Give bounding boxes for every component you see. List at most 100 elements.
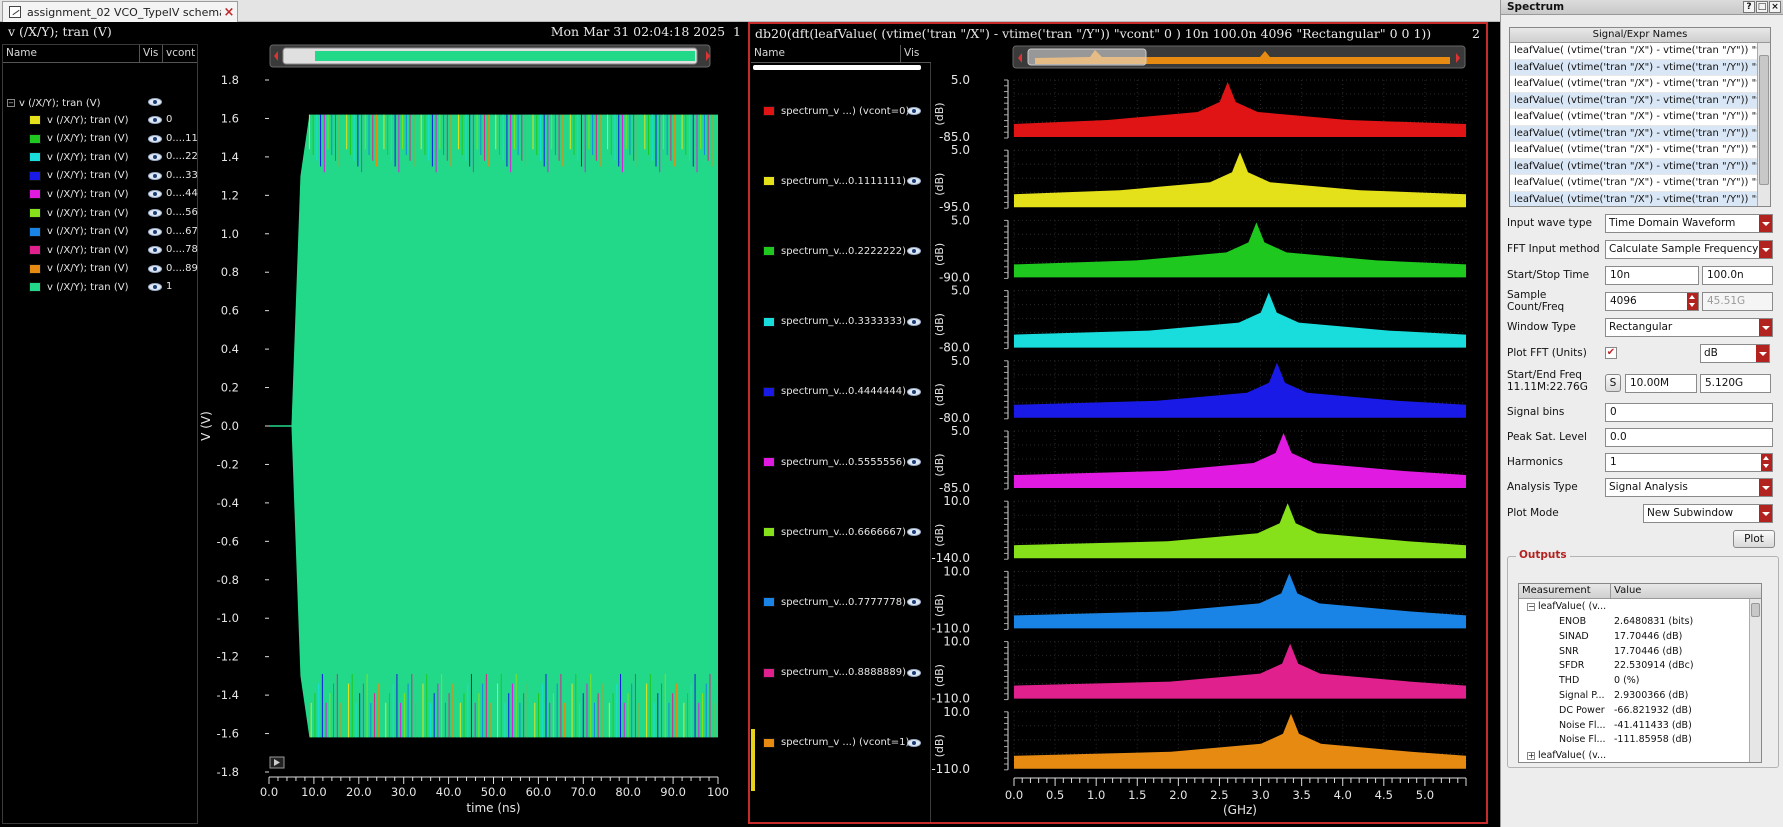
chevron-down-icon[interactable] [1759, 478, 1772, 496]
input-wave-type-select[interactable]: Time Domain Waveform [1605, 213, 1773, 233]
spectrum-strip[interactable]: 5.0 -95.0 (dB) [933, 143, 1467, 214]
spectrum-legend-row[interactable]: spectrum_v...0.4444444) [763, 384, 943, 400]
spectrum-strip[interactable]: 10.0 -140.0 (dB) [931, 494, 1467, 565]
spectrum-series[interactable] [1014, 222, 1466, 278]
fft-input-method-select[interactable]: Calculate Sample Frequency [1605, 239, 1773, 259]
signal-expr-list[interactable]: Signal/Expr Names leafValue( (vtime('tra… [1509, 27, 1771, 207]
eye-icon[interactable] [148, 98, 162, 106]
spectrum-series[interactable] [1014, 503, 1466, 559]
help-icon[interactable]: ? [1743, 1, 1755, 13]
output-measurement-row[interactable]: Noise Fl... -111.85958 (dB) [1519, 733, 1692, 748]
output-measurement-row[interactable]: Noise Fl... -41.411433 (dB) [1519, 719, 1692, 734]
end-freq-field[interactable]: 5.120G [1700, 374, 1771, 393]
spectrum-strip[interactable]: 10.0 -110.0 (dB) [931, 705, 1467, 776]
spectrum-strip[interactable]: 5.0 -85.0 (dB) [933, 424, 1467, 495]
signal-expr-item[interactable]: leafValue( (vtime('tran "/X") - vtime('t… [1510, 43, 1770, 60]
output-measurement-row[interactable]: ENOB 2.6480831 (bits) [1519, 615, 1693, 630]
chevron-down-icon[interactable] [1759, 240, 1772, 258]
plot-mode-select[interactable]: New Subwindow [1643, 503, 1773, 523]
scroll-right-arrow[interactable] [706, 51, 710, 61]
float-icon[interactable]: □ [1756, 1, 1768, 13]
scroll-right-arrow[interactable] [1456, 53, 1460, 63]
scroll-thumb[interactable] [1751, 603, 1760, 617]
spectrum-legend-row[interactable]: spectrum_v...0.3333333) [763, 314, 943, 330]
waveform-series[interactable] [269, 114, 718, 738]
eye-icon[interactable] [148, 209, 162, 217]
spectrum-series[interactable] [1014, 152, 1466, 208]
spectrum-plot[interactable]: 5.0-85.0(dB) 5.0-95.0(dB)5.0-90.0(dB) 5.0-… [750, 24, 1490, 826]
legend-trace-row[interactable]: v (/X/Y); tran (V) [29, 224, 128, 240]
signal-expr-item[interactable]: leafValue( (vtime('tran "/X") - vtime('t… [1510, 191, 1770, 206]
scroll-left-arrow[interactable] [1018, 53, 1022, 63]
legend-trace-row[interactable]: v (/X/Y); tran (V) [29, 261, 128, 277]
outputs-group-row-2[interactable]: + leafValue( (v... [1519, 749, 1606, 762]
start-freq-field[interactable]: 10.00M [1625, 374, 1697, 393]
spectrum-legend-row[interactable]: spectrum_v...0.1111111) [763, 173, 943, 189]
spectrum-series[interactable] [1014, 713, 1466, 769]
spin-icon[interactable] [1761, 453, 1772, 471]
scroll-left-arrow[interactable] [274, 51, 278, 61]
scroll-thumb[interactable] [1759, 55, 1769, 185]
outputs-scrollbar[interactable] [1749, 599, 1761, 762]
x-scroll-thumb[interactable] [1027, 48, 1147, 66]
collapse-icon[interactable]: − [7, 99, 15, 107]
window-type-select[interactable]: Rectangular [1605, 317, 1773, 337]
eye-icon[interactable] [148, 190, 162, 199]
outputs-table[interactable]: Measurement Value − leafValue( (v... ENO… [1518, 583, 1762, 763]
eye-icon[interactable] [907, 528, 921, 537]
eye-icon[interactable] [148, 264, 162, 273]
eye-icon[interactable] [148, 116, 162, 124]
eye-icon[interactable] [148, 134, 162, 143]
spectrum-series[interactable] [1014, 573, 1466, 629]
spectrum-legend-row[interactable]: spectrum_v...0.8888889) [763, 665, 943, 681]
eye-icon[interactable] [148, 227, 162, 236]
signal-expr-item[interactable]: leafValue( (vtime('tran "/X") - vtime('t… [1510, 125, 1770, 142]
spin-icon[interactable] [1687, 292, 1698, 310]
spectrum-strip[interactable]: 10.0 -110.0 (dB) [931, 635, 1467, 706]
spectrum-strip[interactable]: 10.0 -110.0 (dB) [931, 564, 1467, 635]
spectrum-legend-row[interactable]: spectrum_v...0.6666667) [763, 524, 943, 540]
spectrum-series[interactable] [1014, 362, 1466, 418]
signal-list-scrollbar[interactable] [1757, 43, 1770, 206]
peak-sat-field[interactable]: 0.0 [1605, 427, 1773, 447]
legend-trace-row[interactable]: v (/X/Y); tran (V) [29, 112, 128, 128]
legend-trace-row[interactable]: v (/X/Y); tran (V) [29, 186, 128, 202]
eye-icon[interactable] [148, 171, 162, 180]
output-measurement-row[interactable]: SFDR 22.530914 (dBc) [1519, 659, 1694, 674]
subwindow-spectrum[interactable]: db20(dft(leafValue( (vtime('tran "/X") -… [748, 22, 1488, 824]
close-icon[interactable]: × [223, 4, 235, 20]
measurement-header[interactable]: Measurement [1519, 584, 1611, 598]
spectrum-legend-row[interactable]: spectrum_v...0.5555556) [763, 454, 943, 470]
plot-fft-checkbox[interactable]: ✔ [1605, 347, 1617, 359]
close-icon[interactable]: × [1769, 1, 1781, 13]
legend-trace-row[interactable]: v (/X/Y); tran (V) [29, 149, 128, 165]
spectrum-strip[interactable]: 5.0 -90.0 (dB) [933, 213, 1467, 284]
eye-icon[interactable] [907, 247, 921, 256]
signal-expr-item[interactable]: leafValue( (vtime('tran "/X") - vtime('t… [1510, 92, 1770, 109]
document-tab[interactable]: assignment_02 VCO_TypeIV schema... × [2, 1, 238, 22]
spectrum-legend-row[interactable]: spectrum_v ...) (vcont=1) [763, 735, 943, 751]
analysis-type-select[interactable]: Signal Analysis [1605, 477, 1773, 497]
outputs-group-row[interactable]: − leafValue( (v... [1519, 600, 1606, 615]
eye-icon[interactable] [148, 283, 162, 292]
legend-trace-row[interactable]: v (/X/Y); tran (V) [29, 242, 128, 258]
signal-expr-item[interactable]: leafValue( (vtime('tran "/X") - vtime('t… [1510, 76, 1770, 93]
collapse-icon[interactable]: − [1527, 602, 1535, 611]
legend-trace-row[interactable]: v (/X/Y); tran (V) [29, 205, 128, 221]
legend-trace-row[interactable]: v (/X/Y); tran (V) [29, 168, 128, 184]
spectrum-legend-row[interactable]: spectrum_v...0.7777778) [763, 594, 943, 610]
signal-expr-item[interactable]: leafValue( (vtime('tran "/X") - vtime('t… [1510, 109, 1770, 126]
signal-expr-item[interactable]: leafValue( (vtime('tran "/X") - vtime('t… [1510, 59, 1770, 76]
legend-trace-row[interactable]: v (/X/Y); tran (V) [29, 279, 128, 295]
signal-expr-item[interactable]: leafValue( (vtime('tran "/X") - vtime('t… [1510, 142, 1770, 159]
start-time-field[interactable]: 10n [1605, 265, 1699, 285]
eye-icon[interactable] [907, 177, 921, 186]
eye-icon[interactable] [907, 107, 921, 115]
value-header[interactable]: Value [1614, 585, 1642, 596]
chevron-down-icon[interactable] [1759, 214, 1772, 232]
chevron-down-icon[interactable] [1759, 504, 1772, 522]
chevron-down-icon[interactable] [1756, 344, 1769, 362]
chevron-down-icon[interactable] [1759, 318, 1772, 336]
legend-trace-row[interactable]: v (/X/Y); tran (V) [29, 131, 128, 147]
spectrum-strip[interactable]: 5.0 -80.0 (dB) [933, 354, 1467, 425]
